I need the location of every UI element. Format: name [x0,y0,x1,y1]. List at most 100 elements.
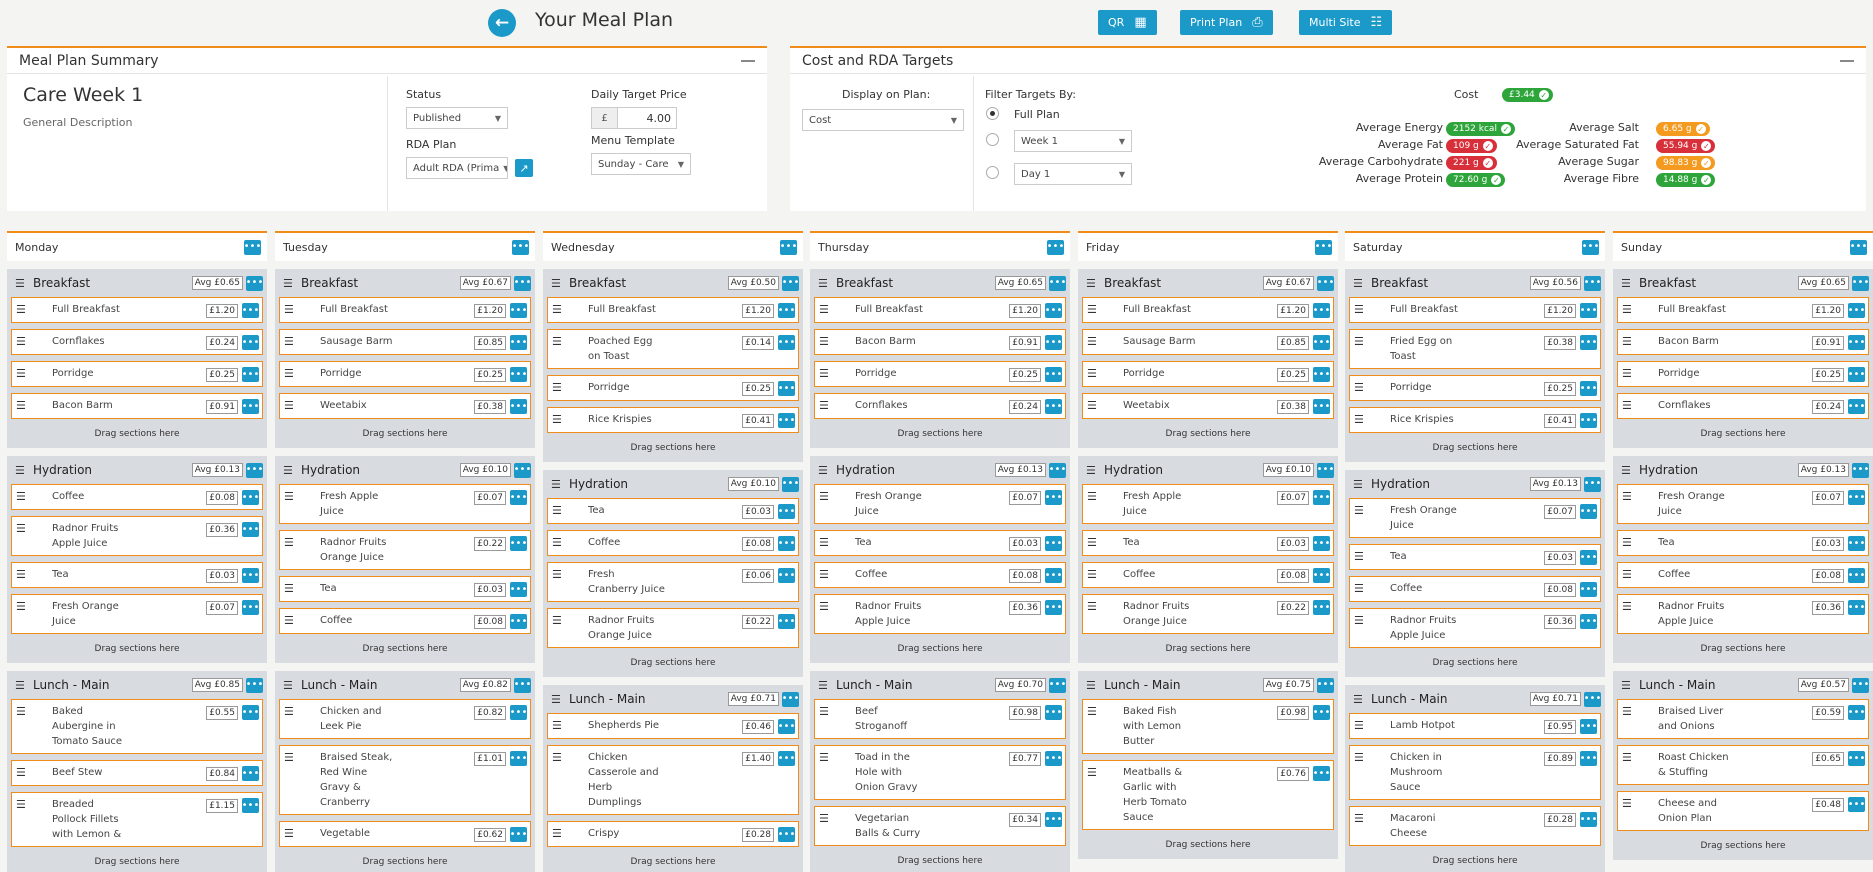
meal-item[interactable]: ☰ Poached Egg on Toast £0.14 ••• [547,329,799,369]
week-radio[interactable] [986,133,999,146]
item-options-icon[interactable]: ••• [1045,335,1062,350]
item-options-icon[interactable]: ••• [242,335,259,350]
meal-item[interactable]: ☰ Vegetarian Balls & Curry £0.34 ••• [814,806,1066,846]
drag-sections-zone[interactable]: Drag sections here [94,429,180,439]
day-options-icon[interactable]: ••• [1047,239,1064,255]
drag-handle-icon[interactable]: ☰ [1621,463,1631,477]
day-options-icon[interactable]: ••• [1315,239,1332,255]
section-header[interactable]: ☰ Breakfast Avg £0.65 ••• [814,269,1066,297]
item-options-icon[interactable]: ••• [1848,751,1865,766]
day-options-icon[interactable]: ••• [244,239,261,255]
section-options-icon[interactable]: ••• [1852,275,1869,291]
item-options-icon[interactable]: ••• [1580,614,1597,629]
section-options-icon[interactable]: ••• [1317,275,1334,291]
drag-handle-icon[interactable]: ☰ [819,303,829,316]
meal-item[interactable]: ☰ Roast Chicken & Stuffing £0.65 ••• [1617,745,1869,785]
meal-item[interactable]: ☰ Sausage Barm £0.85 ••• [1082,329,1334,355]
meal-item[interactable]: ☰ Bacon Barm £0.91 ••• [11,393,263,419]
item-options-icon[interactable]: ••• [1313,766,1330,781]
drag-handle-icon[interactable]: ☰ [284,536,294,549]
item-options-icon[interactable]: ••• [1580,413,1597,428]
day-options-icon[interactable]: ••• [1850,239,1867,255]
drag-handle-icon[interactable]: ☰ [284,614,294,627]
item-options-icon[interactable]: ••• [510,705,527,720]
drag-handle-icon[interactable]: ☰ [819,367,829,380]
drag-sections-zone[interactable]: Drag sections here [1165,644,1251,654]
item-options-icon[interactable]: ••• [242,568,259,583]
item-options-icon[interactable]: ••• [242,490,259,505]
collapse-targets-icon[interactable] [1840,59,1854,62]
drag-handle-icon[interactable]: ☰ [284,751,294,764]
item-options-icon[interactable]: ••• [1313,568,1330,583]
drag-sections-zone[interactable]: Drag sections here [362,429,448,439]
drag-handle-icon[interactable]: ☰ [284,582,294,595]
drag-handle-icon[interactable]: ☰ [552,614,562,627]
meal-item[interactable]: ☰ Porridge £0.25 ••• [814,361,1066,387]
drag-handle-icon[interactable]: ☰ [15,463,25,477]
item-options-icon[interactable]: ••• [1045,600,1062,615]
meal-item[interactable]: ☰ Full Breakfast £1.20 ••• [814,297,1066,323]
item-options-icon[interactable]: ••• [242,303,259,318]
multi-site-button[interactable]: Multi Site ☷ [1299,10,1393,35]
drag-sections-zone[interactable]: Drag sections here [1432,443,1518,453]
drag-handle-icon[interactable]: ☰ [1354,614,1364,627]
drag-handle-icon[interactable]: ☰ [1621,276,1631,290]
item-options-icon[interactable]: ••• [778,381,795,396]
drag-handle-icon[interactable]: ☰ [1354,550,1364,563]
drag-handle-icon[interactable]: ☰ [552,719,562,732]
drag-handle-icon[interactable]: ☰ [552,303,562,316]
meal-item[interactable]: ☰ Lamb Hotpot £0.95 ••• [1349,713,1601,739]
item-options-icon[interactable]: ••• [1313,367,1330,382]
daily-target-price-input[interactable]: 4.00 [618,107,677,129]
item-options-icon[interactable]: ••• [778,719,795,734]
display-on-plan-select[interactable]: Cost ▼ [802,109,964,131]
meal-item[interactable]: ☰ Weetabix £0.38 ••• [1082,393,1334,419]
meal-item[interactable]: ☰ Chicken and Leek Pie £0.82 ••• [279,699,531,739]
meal-item[interactable]: ☰ Porridge £0.25 ••• [1349,375,1601,401]
drag-handle-icon[interactable]: ☰ [1086,463,1096,477]
section-header[interactable]: ☰ Breakfast Avg £0.67 ••• [279,269,531,297]
drag-handle-icon[interactable]: ☰ [1354,751,1364,764]
section-options-icon[interactable]: ••• [1049,677,1066,693]
drag-handle-icon[interactable]: ☰ [1353,692,1363,706]
drag-sections-zone[interactable]: Drag sections here [630,857,716,867]
drag-handle-icon[interactable]: ☰ [1087,367,1097,380]
section-options-icon[interactable]: ••• [246,677,263,693]
drag-handle-icon[interactable]: ☰ [16,766,26,779]
drag-handle-icon[interactable]: ☰ [16,600,26,613]
section-options-icon[interactable]: ••• [1049,462,1066,478]
meal-item[interactable]: ☰ Coffee £0.08 ••• [11,484,263,510]
drag-sections-zone[interactable]: Drag sections here [630,443,716,453]
meal-item[interactable]: ☰ Cornflakes £0.24 ••• [11,329,263,355]
item-options-icon[interactable]: ••• [242,600,259,615]
section-options-icon[interactable]: ••• [514,275,531,291]
item-options-icon[interactable]: ••• [778,536,795,551]
item-options-icon[interactable]: ••• [1580,381,1597,396]
item-options-icon[interactable]: ••• [510,399,527,414]
item-options-icon[interactable]: ••• [1313,335,1330,350]
item-options-icon[interactable]: ••• [1045,536,1062,551]
section-header[interactable]: ☰ Lunch - Main Avg £0.57 ••• [1617,671,1869,699]
item-options-icon[interactable]: ••• [1580,550,1597,565]
drag-handle-icon[interactable]: ☰ [1087,536,1097,549]
item-options-icon[interactable]: ••• [510,582,527,597]
meal-item[interactable]: ☰ Braised Steak, Red Wine Gravy & Cranber… [279,745,531,815]
back-arrow-icon[interactable]: ← [488,9,516,37]
item-options-icon[interactable]: ••• [1580,751,1597,766]
item-options-icon[interactable]: ••• [778,413,795,428]
drag-handle-icon[interactable]: ☰ [1087,303,1097,316]
item-options-icon[interactable]: ••• [510,536,527,551]
meal-item[interactable]: ☰ Porridge £0.25 ••• [11,361,263,387]
meal-item[interactable]: ☰ Coffee £0.08 ••• [1617,562,1869,588]
external-link-icon[interactable]: ↗ [515,159,533,177]
meal-item[interactable]: ☰ Coffee £0.08 ••• [279,608,531,634]
section-options-icon[interactable]: ••• [782,691,799,707]
drag-sections-zone[interactable]: Drag sections here [1700,841,1786,851]
meal-item[interactable]: ☰ Radnor Fruits Orange Juice £0.22 ••• [279,530,531,570]
meal-item[interactable]: ☰ Chicken in Mushroom Sauce £0.89 ••• [1349,745,1601,800]
drag-sections-zone[interactable]: Drag sections here [1432,856,1518,866]
item-options-icon[interactable]: ••• [510,367,527,382]
item-options-icon[interactable]: ••• [1848,303,1865,318]
meal-item[interactable]: ☰ Fried Egg on Toast £0.38 ••• [1349,329,1601,369]
meal-item[interactable]: ☰ Fresh Orange Juice £0.07 ••• [1349,498,1601,538]
